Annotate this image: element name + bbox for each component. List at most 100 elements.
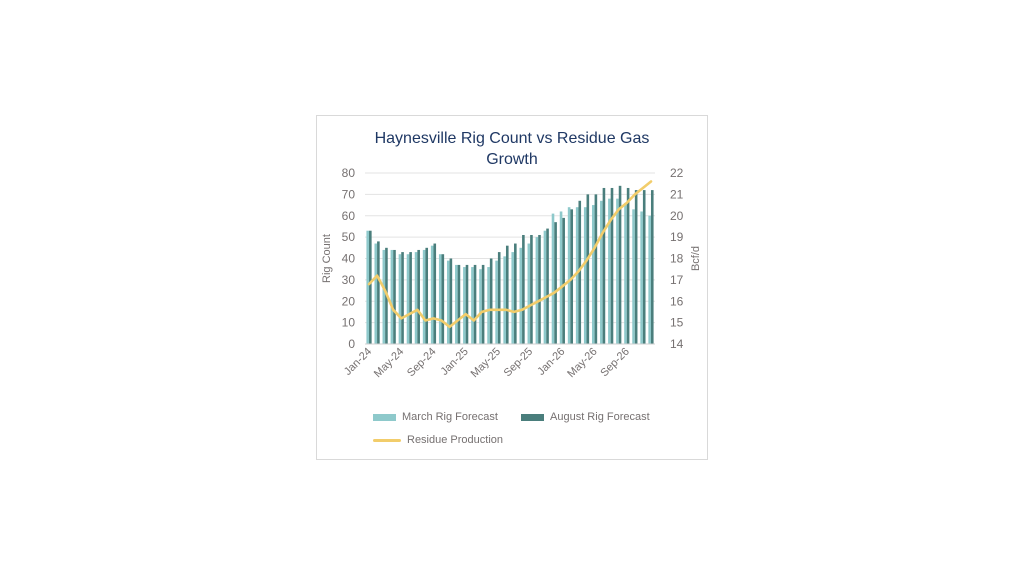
bar-march: [479, 269, 482, 344]
bar-august: [441, 254, 445, 344]
bar-march: [398, 254, 402, 344]
y2-tick-label: 20: [670, 209, 684, 223]
legend-item-march: March Rig Forecast: [373, 411, 498, 423]
bar-march: [535, 237, 539, 344]
legend-swatch-residue: [373, 438, 401, 442]
bar-august: [594, 194, 598, 344]
bar-august: [473, 264, 477, 344]
y2-tick-label: 15: [670, 316, 684, 330]
bar-march: [446, 260, 450, 344]
bar-august: [618, 185, 622, 344]
x-tick-label: Sep-26: [598, 346, 632, 380]
y-axis-label: Rig Count: [321, 234, 333, 283]
bar-august: [449, 258, 453, 344]
bar-march: [640, 211, 643, 344]
y2-tick-label: 14: [670, 337, 684, 351]
bar-august: [497, 252, 501, 344]
chart-plot: 0 10 20 30 40 50 60 70 80 14 15 16 17 18 19 20 21 22 Rig C…: [321, 166, 702, 380]
x-tick-label: May-25: [469, 346, 503, 380]
y2-tick-label: 18: [670, 252, 684, 266]
x-tick-label: Sep-24: [405, 346, 439, 380]
bar-august: [514, 243, 517, 344]
bar-march: [463, 267, 466, 344]
bar-march: [616, 198, 619, 344]
bar-august: [433, 243, 437, 344]
legend-label-march: March Rig Forecast: [402, 411, 498, 423]
bar-march: [422, 249, 426, 344]
bar-august: [377, 241, 380, 344]
x-tick-label: May-24: [372, 346, 406, 380]
bar-august: [465, 264, 469, 344]
bar-august: [505, 245, 509, 344]
bar-august: [578, 200, 582, 344]
legend-label-residue: Residue Production: [407, 434, 504, 446]
bar-march: [648, 215, 651, 344]
bar-march: [503, 256, 506, 344]
y2-tick-label: 22: [670, 166, 684, 180]
bar-august: [642, 190, 646, 344]
bar-august: [634, 190, 638, 344]
bar-march: [608, 198, 611, 344]
x-tick-label: Jan-26: [535, 346, 567, 378]
x-tick-label: Jan-24: [342, 346, 374, 378]
bar-august: [586, 194, 590, 344]
y-tick-label: 70: [342, 187, 356, 201]
bar-march: [430, 245, 434, 344]
bar-march: [406, 254, 410, 344]
legend-swatch-march: [373, 413, 396, 421]
bar-march: [471, 267, 474, 344]
bar-august: [610, 187, 614, 344]
bar-march: [487, 267, 490, 344]
bar-march: [495, 260, 498, 344]
bar-march: [390, 249, 394, 344]
y-tick-label: 80: [342, 166, 356, 180]
y2-tick-label: 17: [670, 273, 684, 287]
bar-august: [530, 234, 533, 344]
legend-label-august: August Rig Forecast: [550, 411, 650, 423]
y-tick-label: 20: [342, 294, 356, 308]
bar-march: [382, 249, 386, 344]
x-tick-label: May-26: [565, 346, 599, 380]
bar-august: [369, 230, 372, 344]
chart-title: Haynesville Rig Count vs Residue Gas Gro…: [317, 128, 707, 170]
bar-march: [374, 243, 378, 344]
residue-production-line: [367, 180, 653, 329]
bar-march: [414, 252, 418, 344]
y-tick-label: 0: [348, 337, 355, 351]
y2-axis-label: Bcf/d: [690, 246, 702, 271]
bar-march: [519, 247, 523, 344]
x-tick-label: Jan-25: [439, 346, 471, 378]
bar-august: [481, 264, 485, 344]
bar-august: [425, 247, 429, 344]
bar-august: [626, 187, 630, 344]
y-tick-label: 30: [342, 273, 356, 287]
bar-august: [538, 234, 541, 344]
bar-march: [583, 207, 587, 344]
bar-august: [409, 252, 412, 344]
bar-august: [546, 228, 549, 344]
bar-march: [543, 230, 547, 344]
bar-march: [591, 205, 595, 344]
bar-march: [527, 243, 531, 344]
bar-march: [438, 254, 442, 344]
bar-august: [522, 234, 525, 344]
x-tick-label: Sep-25: [502, 346, 536, 380]
legend-item-residue: Residue Production: [373, 434, 503, 446]
bar-march: [366, 230, 370, 344]
y2-tick-label: 19: [670, 230, 684, 244]
y-tick-label: 60: [342, 209, 356, 223]
bar-august: [602, 187, 606, 344]
bar-august: [393, 249, 396, 344]
bar-march: [575, 207, 579, 344]
y2-tick-label: 16: [670, 294, 684, 308]
bar-march: [632, 209, 635, 344]
chart-title-line-2: Growth: [486, 151, 538, 168]
bar-march: [511, 252, 515, 344]
bar-august: [554, 222, 557, 344]
bar-august: [650, 190, 654, 344]
y-tick-label: 10: [342, 316, 356, 330]
bar-march: [455, 264, 458, 344]
bar-march: [600, 200, 603, 344]
bar-august: [401, 252, 404, 344]
bar-august: [417, 249, 420, 344]
